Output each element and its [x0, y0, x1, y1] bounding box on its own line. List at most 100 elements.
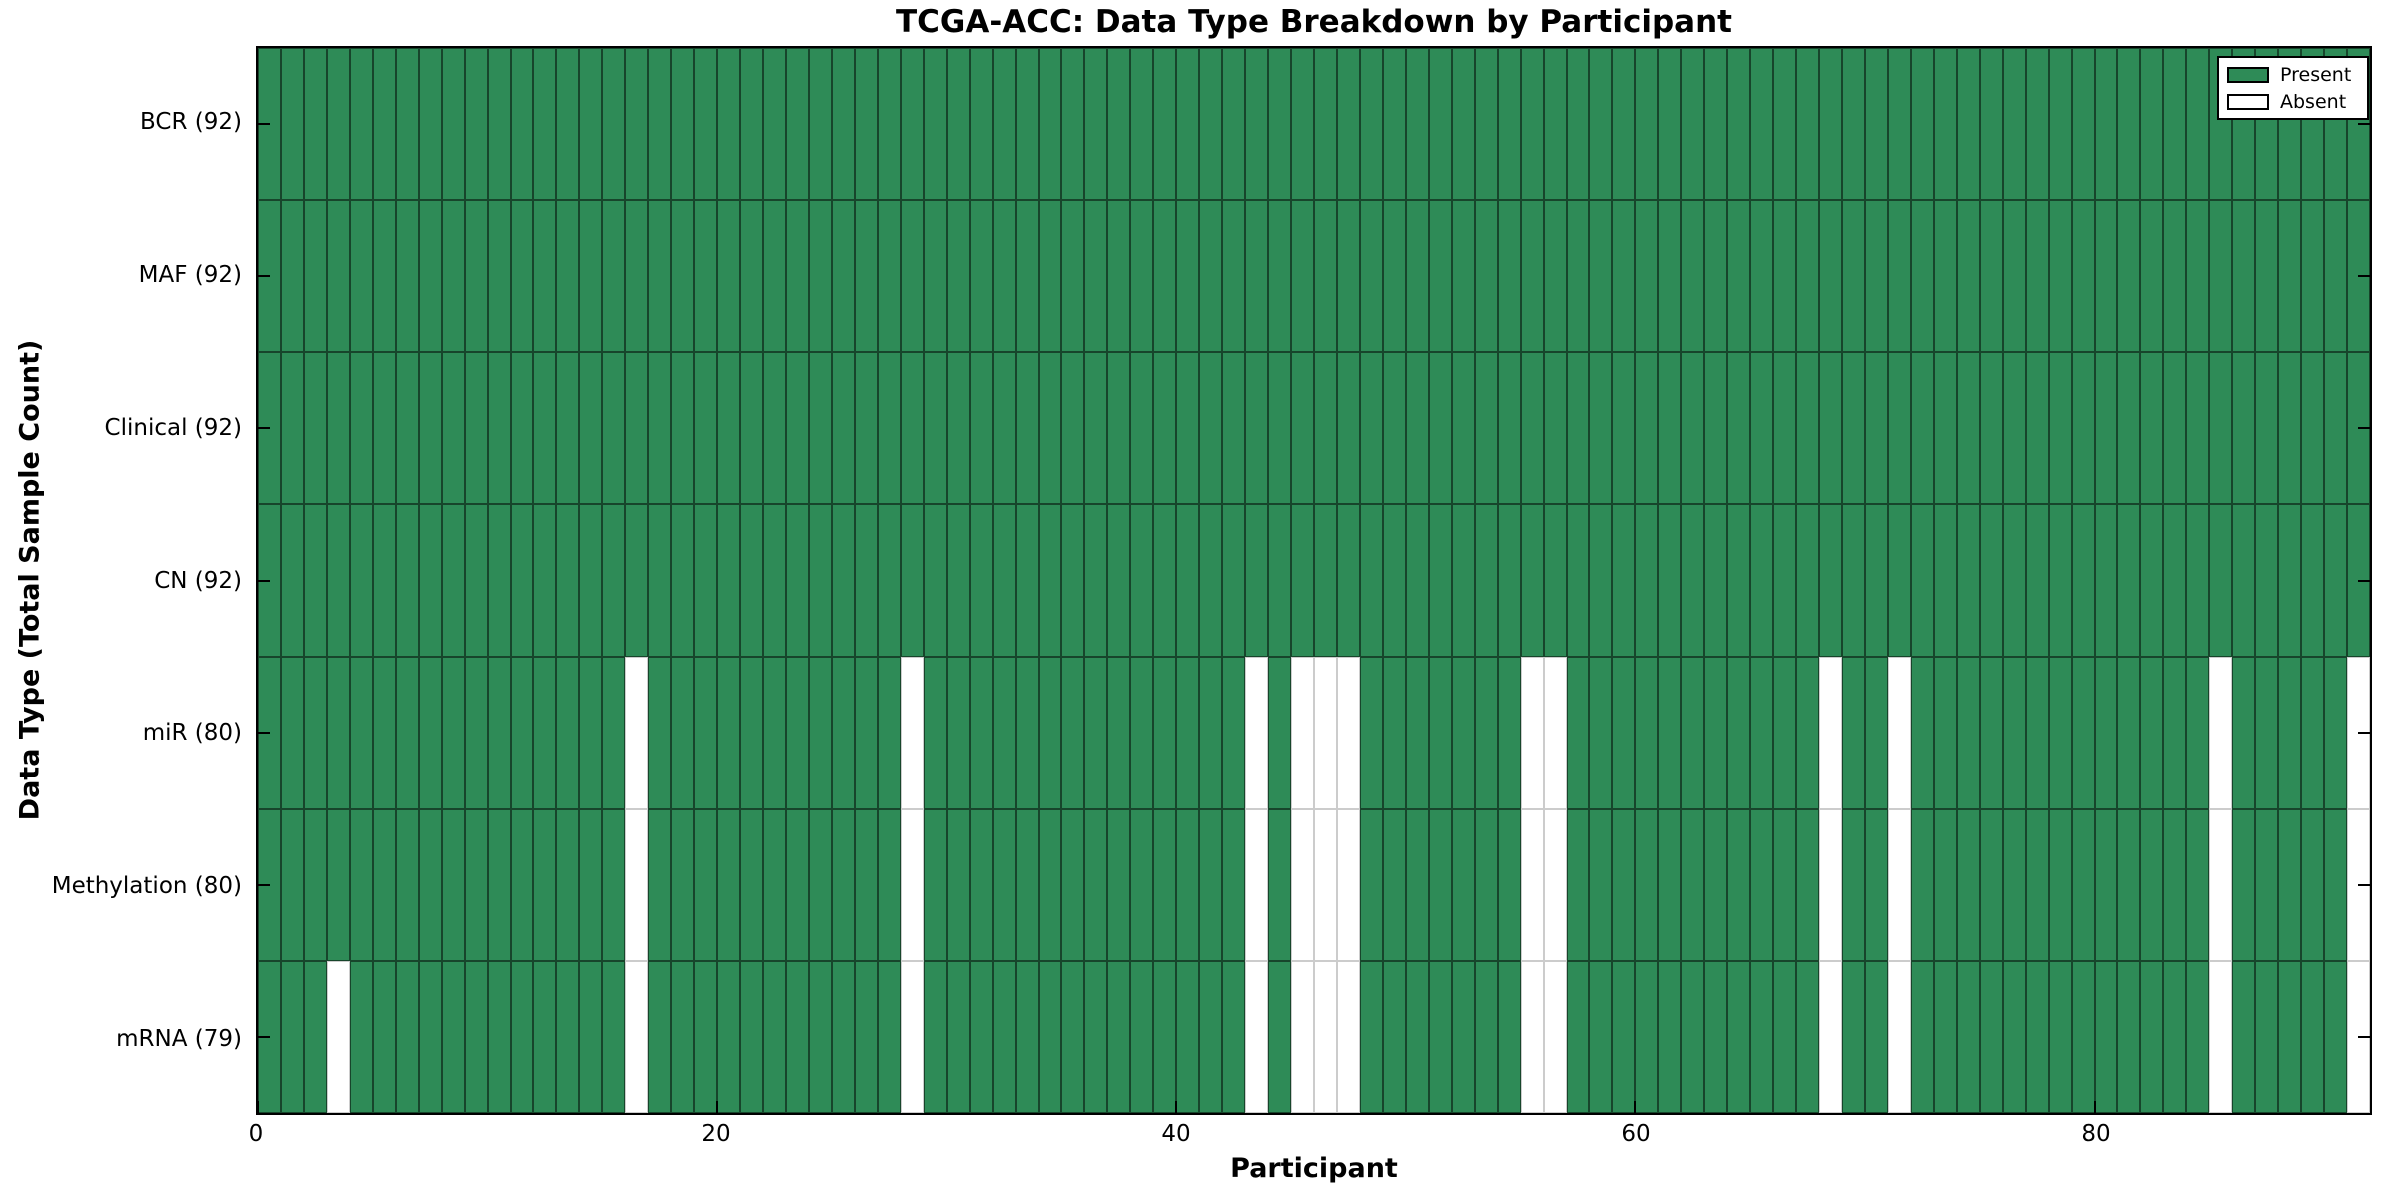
matrix-cell: [763, 48, 786, 201]
matrix-cell: [923, 808, 947, 961]
matrix-cell: [1842, 48, 1865, 201]
matrix-cell: [1704, 960, 1728, 1113]
matrix-cell: [808, 656, 832, 809]
matrix-cell: [694, 352, 718, 505]
matrix-cell: [694, 960, 718, 1113]
matrix-cell: [1979, 200, 2003, 353]
matrix-cell: [487, 200, 511, 353]
matrix-cell: [1933, 808, 1957, 961]
y-tick-mark-left: [258, 579, 270, 582]
matrix-cell: [1864, 808, 1888, 961]
matrix-cell: [831, 656, 855, 809]
matrix-cell: [1681, 48, 1705, 201]
matrix-cell: [1130, 200, 1154, 353]
matrix-cell: [1176, 808, 1200, 961]
matrix-cell: [372, 808, 396, 961]
matrix-cell: [2163, 352, 2187, 505]
matrix-cell: [992, 352, 1016, 505]
matrix-cell: [1268, 48, 1292, 201]
matrix-cell: [349, 960, 373, 1113]
matrix-cell: [1704, 352, 1728, 505]
matrix-cell: [1979, 504, 2003, 657]
matrix-cell: [1382, 352, 1406, 505]
matrix-cell: [1451, 504, 1475, 657]
matrix-cell: [326, 504, 350, 657]
matrix-cell: [763, 352, 786, 505]
matrix-cell: [2163, 200, 2187, 353]
matrix-cell: [1750, 352, 1774, 505]
matrix-cell: [2071, 808, 2095, 961]
matrix-cell: [1612, 352, 1636, 505]
matrix-cell: [510, 200, 534, 353]
matrix-cell: [2025, 504, 2049, 657]
matrix-cell: [2232, 504, 2256, 657]
y-row-label: MAF (92): [138, 262, 242, 289]
matrix-cell: [946, 200, 970, 353]
matrix-cell: [1199, 352, 1223, 505]
matrix-cell: [992, 960, 1016, 1113]
matrix-cell: [1819, 200, 1842, 353]
matrix-cell: [1887, 960, 1911, 1113]
matrix-cell: [1038, 808, 1062, 961]
matrix-cell: [2278, 960, 2302, 1113]
y-tick-mark-right: [2358, 427, 2370, 430]
matrix-cell: [533, 656, 557, 809]
matrix-cell: [2071, 960, 2095, 1113]
matrix-cell: [1750, 200, 1774, 353]
matrix-cell: [877, 504, 901, 657]
matrix-cell: [1956, 48, 1980, 201]
matrix-cell: [280, 656, 304, 809]
matrix-cell: [854, 352, 878, 505]
matrix-cell: [1428, 504, 1452, 657]
matrix-cell: [2140, 200, 2164, 353]
matrix-cell: [1176, 504, 1200, 657]
matrix-cell: [1864, 960, 1888, 1113]
matrix-cell: [487, 48, 511, 201]
matrix-cell: [923, 504, 947, 657]
matrix-cell: [1979, 808, 2003, 961]
matrix-cell: [2324, 200, 2348, 353]
matrix-cell: [992, 504, 1016, 657]
matrix-cell: [1819, 48, 1842, 201]
x-tick-label: 0: [248, 1121, 264, 1147]
legend-item: Absent: [2227, 92, 2359, 112]
matrix-cell: [1107, 504, 1131, 657]
matrix-cell: [1291, 352, 1314, 505]
matrix-cell: [1956, 352, 1980, 505]
matrix-cell: [1589, 656, 1613, 809]
matrix-cell: [2002, 200, 2026, 353]
matrix-cell: [510, 352, 534, 505]
matrix-cell: [1405, 200, 1429, 353]
matrix-cell: [349, 504, 373, 657]
matrix-cell: [1681, 656, 1705, 809]
matrix-cell: [969, 960, 993, 1113]
y-tick-mark-right: [2358, 579, 2370, 582]
matrix-cell: [1773, 808, 1797, 961]
matrix-cell: [1015, 352, 1039, 505]
matrix-cell: [2025, 352, 2049, 505]
matrix-cell: [946, 504, 970, 657]
matrix-cell: [1336, 808, 1360, 961]
matrix-cell: [625, 48, 649, 201]
matrix-cell: [1107, 808, 1131, 961]
matrix-cell: [1842, 200, 1865, 353]
matrix-cell: [1543, 352, 1567, 505]
matrix-cell: [1864, 200, 1888, 353]
matrix-cell: [740, 48, 764, 201]
matrix-cell: [1635, 352, 1659, 505]
matrix-cell: [1819, 504, 1842, 657]
matrix-cell: [1635, 808, 1659, 961]
matrix-cell: [1061, 656, 1085, 809]
matrix-cell: [1887, 504, 1911, 657]
matrix-cell: [395, 504, 419, 657]
matrix-cell: [1199, 656, 1223, 809]
matrix-cell: [1910, 960, 1934, 1113]
matrix-cell: [602, 656, 626, 809]
matrix-cell: [349, 200, 373, 353]
y-row-label: Clinical (92): [104, 414, 242, 441]
matrix-cell: [992, 200, 1016, 353]
matrix-cell: [2117, 48, 2141, 201]
matrix-cell: [763, 200, 786, 353]
matrix-cell: [2048, 200, 2072, 353]
matrix-cell: [1543, 808, 1567, 961]
